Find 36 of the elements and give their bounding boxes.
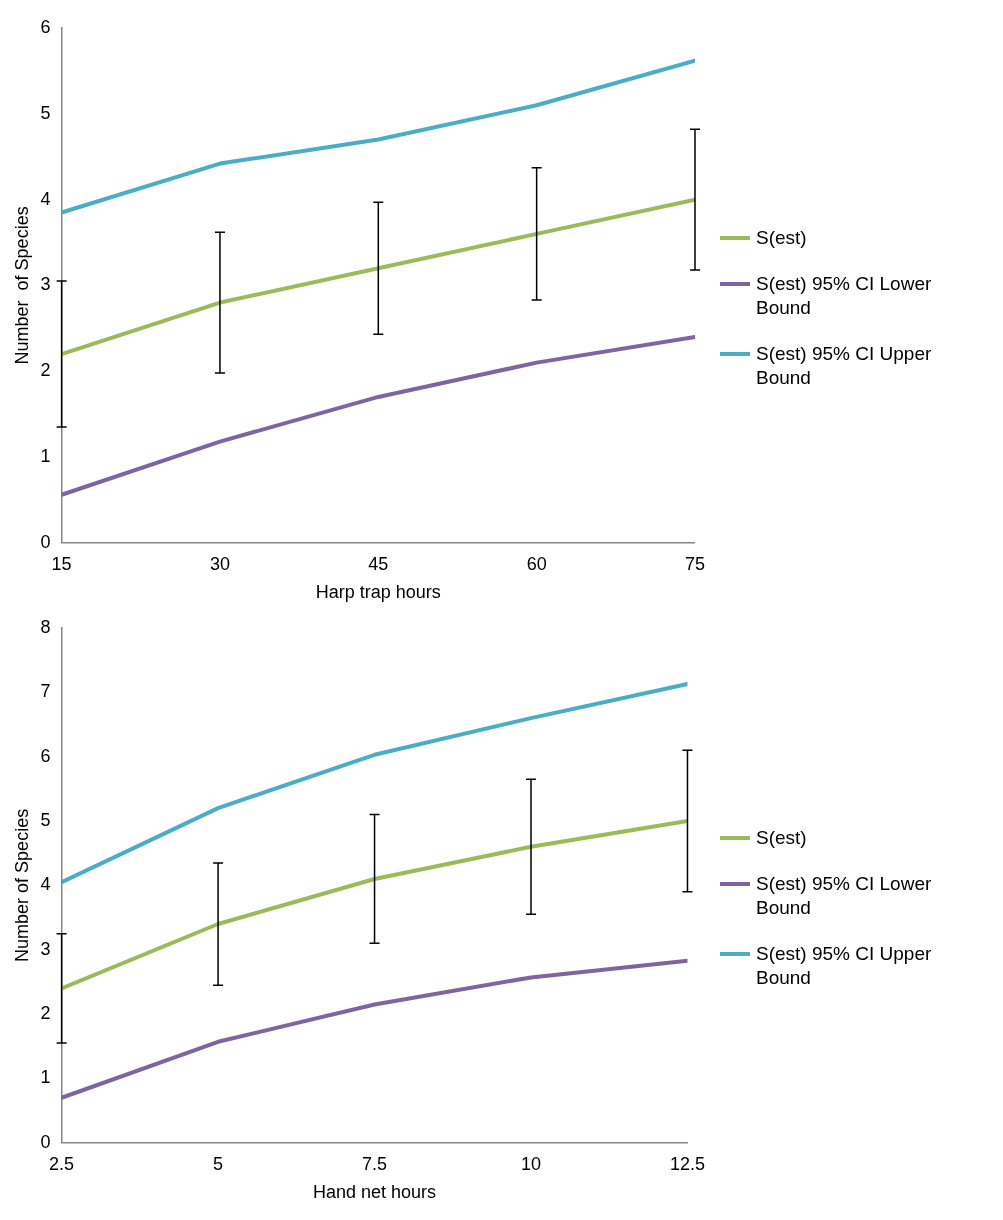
y-tick-label: 8	[40, 616, 51, 637]
legend-label: S(est) 95% CI Lower Bound	[756, 872, 933, 920]
legend-label: S(est)	[756, 826, 807, 850]
y-tick-label: 6	[40, 16, 51, 37]
x-tick-label: 2.5	[49, 1153, 75, 1174]
y-tick-label: 6	[40, 745, 51, 766]
y-tick-label: 2	[40, 360, 51, 381]
x-tick-label: 45	[368, 553, 389, 574]
y-tick-label: 4	[40, 188, 51, 209]
x-axis-title: Harp trap hours	[315, 582, 441, 603]
y-tick-label: 1	[40, 445, 51, 466]
x-tick-label: 7.5	[362, 1153, 388, 1174]
legend-label: S(est) 95% CI Upper Bound	[756, 342, 933, 390]
legend-label: S(est)	[756, 226, 807, 250]
y-tick-label: 5	[40, 810, 51, 831]
x-tick-label: 15	[51, 553, 72, 574]
x-tick-label: 10	[521, 1153, 542, 1174]
x-tick-label: 5	[213, 1153, 224, 1174]
y-tick-label: 4	[40, 874, 51, 895]
y-tick-label: 3	[40, 938, 51, 959]
legend-label: S(est) 95% CI Lower Bound	[756, 272, 933, 320]
x-axis-title: Hand net hours	[313, 1182, 437, 1203]
y-tick-label: 2	[40, 1003, 51, 1024]
y-tick-label: 7	[40, 681, 51, 702]
y-axis-title: Number of Species	[11, 808, 32, 962]
legend-label: S(est) 95% CI Upper Bound	[756, 942, 933, 990]
y-tick-label: 5	[40, 102, 51, 123]
y-tick-label: 0	[40, 1131, 51, 1152]
y-tick-label: 1	[40, 1067, 51, 1088]
y-tick-label: 3	[40, 274, 51, 295]
x-tick-label: 75	[684, 553, 705, 574]
x-tick-label: 60	[526, 553, 547, 574]
y-tick-label: 0	[40, 531, 51, 552]
y-axis-title: Number of Species	[11, 206, 32, 365]
x-tick-label: 30	[209, 553, 230, 574]
x-tick-label: 12.5	[669, 1153, 706, 1174]
